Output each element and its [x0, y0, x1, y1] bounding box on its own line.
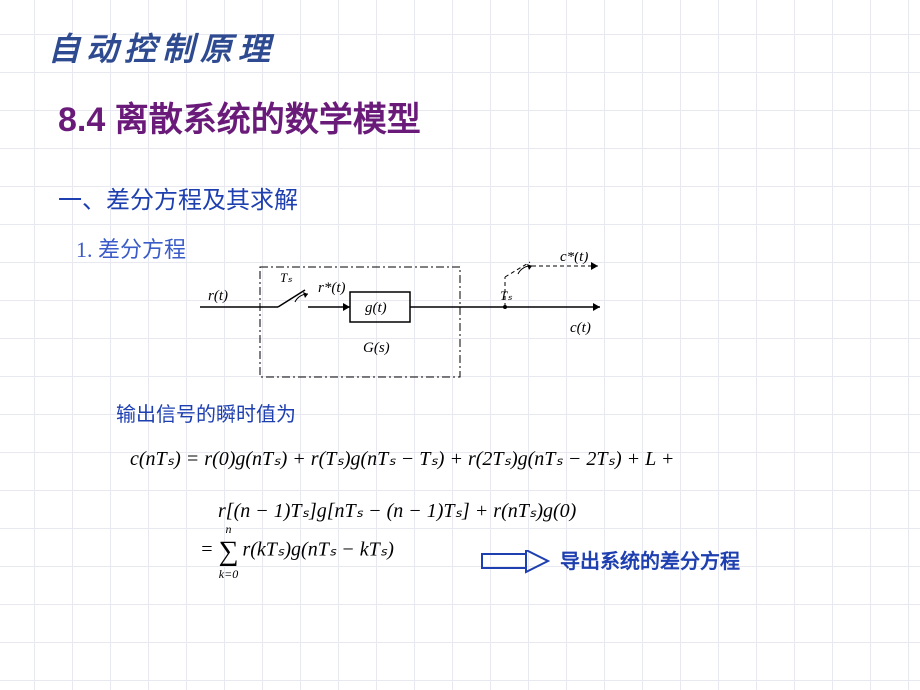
section-title: 8.4 离散系统的数学模型 — [58, 92, 421, 141]
conclusion-text: 导出系统的差分方程 — [560, 545, 740, 574]
section-number: 8.4 — [58, 101, 105, 139]
sum-upper: n — [225, 522, 231, 537]
equation-line-2: r[(n − 1)Tₛ]g[nTₛ − (n − 1)Tₛ] + r(nTₛ)g… — [218, 498, 576, 523]
subsection-heading-1: 一、差分方程及其求解 — [58, 180, 298, 215]
diagram-sampled-input: r*(t) — [318, 280, 346, 296]
section-title-text: 离散系统的数学模型 — [115, 101, 421, 139]
summation-symbol: ∑ n k=0 — [219, 536, 239, 568]
output-caption: 输出信号的瞬时值为 — [116, 398, 296, 427]
arrow-icon — [480, 550, 550, 574]
equation-line-1: c(nTₛ) = r(0)g(nTₛ) + r(Tₛ)g(nTₛ − Tₛ) +… — [130, 446, 674, 471]
diagram-input-label: r(t) — [208, 288, 228, 304]
eq3-prefix: = — [200, 539, 219, 561]
equation-line-3: = ∑ n k=0 r(kTₛ)g(nTₛ − kTₛ) — [200, 536, 394, 568]
course-title: 自动控制原理 — [48, 24, 276, 70]
subsection-heading-2: 1. 差分方程 — [76, 232, 186, 264]
sum-lower: k=0 — [219, 567, 238, 582]
eq1-rhs: r(0)g(nTₛ) + r(Tₛ)g(nTₛ − Tₛ) + r(2Tₛ)g(… — [204, 448, 674, 470]
eq1-lhs: c(nTₛ) = — [130, 448, 204, 470]
diagram-ts1: Tₛ — [280, 270, 292, 285]
diagram-block-gt: g(t) — [365, 300, 387, 316]
diagram-sampled-output: c*(t) — [560, 252, 588, 265]
diagram-block-gs: G(s) — [363, 340, 390, 356]
block-diagram: r(t) Tₛ r*(t) g(t) G(s) c(t) Tₛ c*(t) — [200, 252, 620, 382]
eq3-body: r(kTₛ)g(nTₛ − kTₛ) — [242, 539, 393, 561]
diagram-output-label: c(t) — [570, 320, 591, 336]
diagram-ts2: Tₛ — [500, 288, 512, 303]
